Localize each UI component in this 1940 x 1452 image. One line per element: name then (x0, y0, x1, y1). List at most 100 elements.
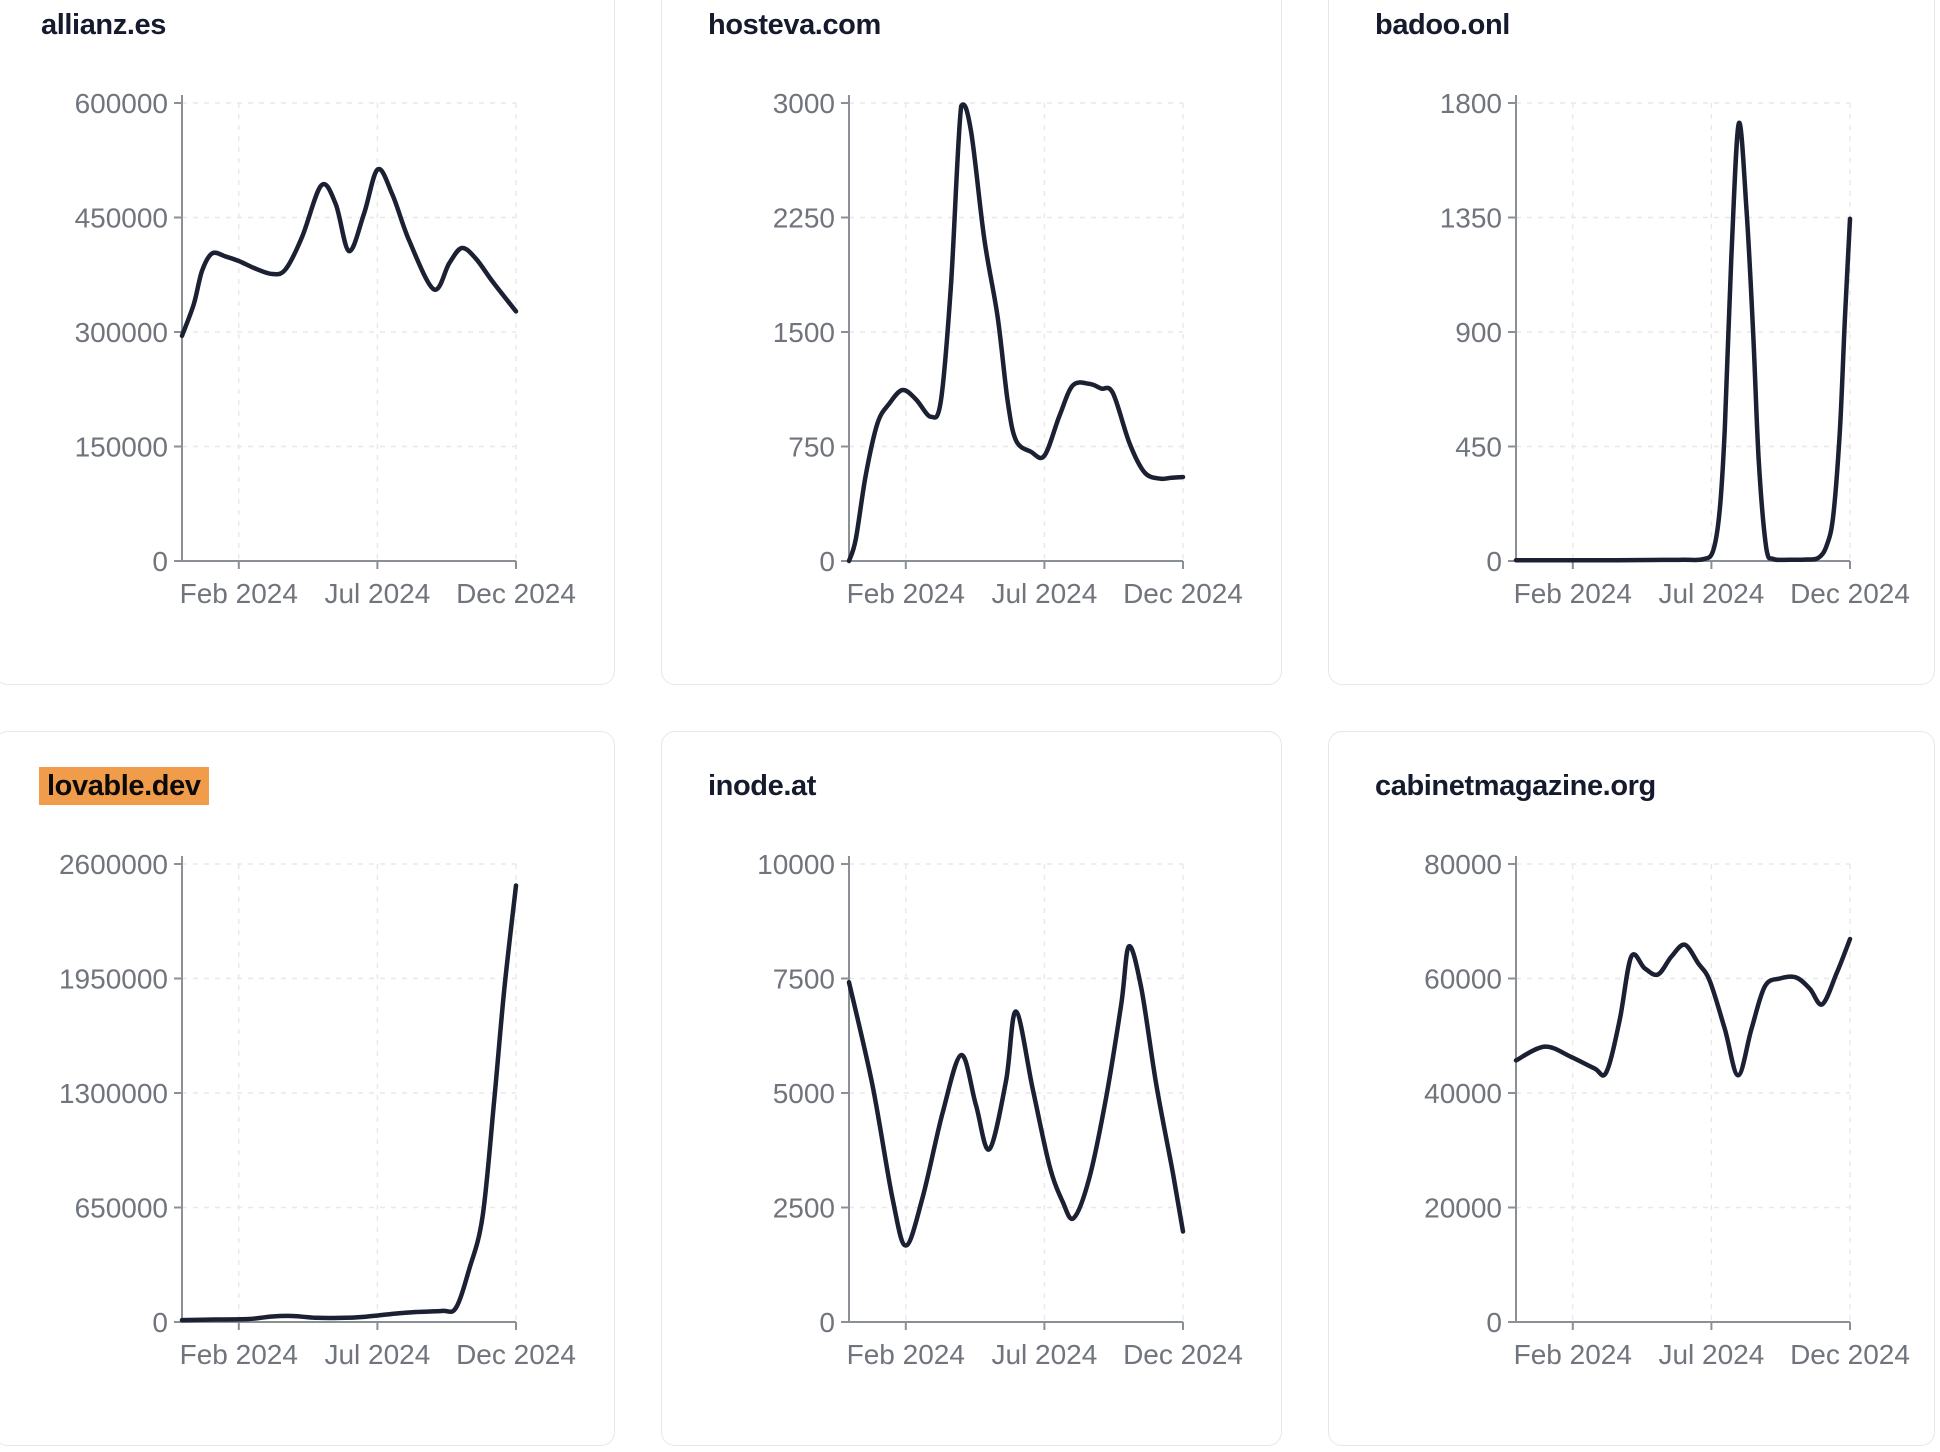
axes (174, 95, 517, 569)
y-tick-label: 40000 (1424, 1078, 1502, 1109)
y-tick-label: 1800 (1440, 88, 1502, 119)
y-tick-label: 0 (152, 1307, 168, 1338)
chart-title[interactable]: allianz.es (39, 9, 168, 42)
line-chart: 0 750 1500 2250 3000 Feb 2024 Jul 2024 Dec 2024 (773, 88, 1243, 609)
line-chart: 0 150000 300000 450000 600000 Feb 2024 Jul 202… (75, 88, 576, 609)
chart-card[interactable]: allianz.es 0 150000 300000 450000 600000 Feb … (0, 0, 615, 685)
chart-title-text: hosteva.com (708, 9, 881, 41)
x-tick-label: Feb 2024 (1514, 578, 1632, 609)
line-chart: 0 450 900 1350 1800 Feb 2024 Jul 2024 Dec 2024 (1440, 88, 1910, 609)
y-tick-label: 650000 (75, 1193, 168, 1224)
y-tick-label: 2600000 (59, 849, 168, 880)
chart-holder: 0 650000 1300000 1950000 2600000 Feb 2024 Jul … (0, 820, 614, 1420)
chart-card[interactable]: inode.at 0 2500 5000 7500 10000 Feb 2024 Jul 2… (661, 731, 1282, 1446)
y-tick-label: 5000 (773, 1078, 835, 1109)
chart-card[interactable]: hosteva.com 0 750 1500 2250 3000 Feb 2024 Jul … (661, 0, 1282, 685)
chart-title-text: inode.at (708, 770, 816, 802)
x-tick-label: Dec 2024 (1123, 1339, 1243, 1370)
y-tick-label: 2250 (773, 203, 835, 234)
y-tick-label: 80000 (1424, 849, 1502, 880)
chart-title[interactable]: cabinetmagazine.org (1373, 770, 1658, 803)
x-tick-label: Jul 2024 (1658, 578, 1764, 609)
chart-card[interactable]: cabinetmagazine.org 0 20000 40000 60000 8000… (1328, 731, 1935, 1446)
y-tick-label: 450 (1455, 432, 1502, 463)
series-line (846, 102, 1186, 564)
axes (1508, 856, 1851, 1330)
chart-holder: 0 20000 40000 60000 80000 Feb 2024 Jul 2024 Dec… (1329, 820, 1934, 1420)
y-tick-label: 7500 (773, 964, 835, 995)
gridlines (1516, 102, 1851, 561)
y-tick-label: 1300000 (59, 1078, 168, 1109)
chart-title-text: cabinetmagazine.org (1375, 770, 1656, 802)
chart-title[interactable]: inode.at (706, 770, 818, 803)
y-tick-label: 60000 (1424, 964, 1502, 995)
x-tick-label: Feb 2024 (847, 1339, 965, 1370)
y-tick-label: 10000 (757, 849, 835, 880)
y-tick-label: 0 (1486, 546, 1502, 577)
gridlines (1516, 863, 1851, 1322)
line-chart: 0 2500 5000 7500 10000 Feb 2024 Jul 2024 Dec 20… (757, 849, 1243, 1370)
chart-title-text: badoo.onl (1375, 9, 1510, 41)
y-tick-label: 0 (152, 546, 168, 577)
chart-holder: 0 750 1500 2250 3000 Feb 2024 Jul 2024 Dec 2024 (662, 59, 1281, 659)
chart-title-text: allianz.es (41, 9, 166, 41)
y-tick-label: 0 (1486, 1307, 1502, 1338)
series-line (179, 166, 519, 339)
axes (841, 856, 1184, 1330)
tick-labels: 0 450 900 1350 1800 Feb 2024 Jul 2024 Dec 2024 (1440, 88, 1910, 609)
tick-labels: 0 750 1500 2250 3000 Feb 2024 Jul 2024 Dec 2024 (773, 88, 1243, 609)
y-tick-label: 0 (819, 1307, 835, 1338)
gridlines (849, 863, 1184, 1322)
y-tick-label: 1950000 (59, 964, 168, 995)
x-tick-label: Jul 2024 (1658, 1339, 1764, 1370)
y-tick-label: 2500 (773, 1193, 835, 1224)
y-tick-label: 3000 (773, 88, 835, 119)
y-tick-label: 150000 (75, 432, 168, 463)
x-tick-label: Jul 2024 (324, 578, 430, 609)
y-tick-label: 0 (819, 546, 835, 577)
x-tick-label: Jul 2024 (991, 1339, 1097, 1370)
chart-holder: 0 150000 300000 450000 600000 Feb 2024 Jul 202… (0, 59, 614, 659)
line-chart: 0 20000 40000 60000 80000 Feb 2024 Jul 2024 Dec… (1424, 849, 1910, 1370)
y-tick-label: 300000 (75, 317, 168, 348)
x-tick-label: Feb 2024 (1514, 1339, 1632, 1370)
chart-holder: 0 2500 5000 7500 10000 Feb 2024 Jul 2024 Dec 20… (662, 820, 1281, 1420)
x-tick-label: Dec 2024 (456, 578, 576, 609)
y-tick-label: 20000 (1424, 1193, 1502, 1224)
tick-labels: 0 2500 5000 7500 10000 Feb 2024 Jul 2024 Dec 20… (757, 849, 1243, 1370)
series-line (1513, 120, 1853, 563)
tick-labels: 0 20000 40000 60000 80000 Feb 2024 Jul 2024 Dec… (1424, 849, 1910, 1370)
chart-title[interactable]: hosteva.com (706, 9, 883, 42)
x-tick-label: Dec 2024 (1790, 578, 1910, 609)
x-tick-label: Feb 2024 (180, 1339, 298, 1370)
chart-title[interactable]: badoo.onl (1373, 9, 1512, 42)
x-tick-label: Jul 2024 (991, 578, 1097, 609)
y-tick-label: 900 (1455, 317, 1502, 348)
axes (174, 856, 517, 1330)
gridlines (849, 102, 1184, 561)
y-tick-label: 600000 (75, 88, 168, 119)
chart-title-text: lovable.dev (39, 767, 209, 805)
tick-labels: 0 650000 1300000 1950000 2600000 Feb 2024 Jul … (59, 849, 576, 1370)
y-tick-label: 750 (788, 432, 835, 463)
y-tick-label: 1500 (773, 317, 835, 348)
x-tick-label: Feb 2024 (847, 578, 965, 609)
line-chart: 0 650000 1300000 1950000 2600000 Feb 2024 Jul … (59, 849, 576, 1370)
chart-card[interactable]: lovable.dev 0 650000 1300000 1950000 2600000… (0, 731, 615, 1446)
x-tick-label: Jul 2024 (324, 1339, 430, 1370)
x-tick-label: Dec 2024 (1123, 578, 1243, 609)
y-tick-label: 450000 (75, 203, 168, 234)
x-tick-label: Dec 2024 (1790, 1339, 1910, 1370)
chart-card[interactable]: badoo.onl 0 450 900 1350 1800 Feb 2024 Jul 202… (1328, 0, 1935, 685)
series-line (846, 944, 1186, 1248)
axes (841, 95, 1184, 569)
chart-title[interactable]: lovable.dev (39, 767, 209, 805)
x-tick-label: Feb 2024 (180, 578, 298, 609)
chart-holder: 0 450 900 1350 1800 Feb 2024 Jul 2024 Dec 2024 (1329, 59, 1934, 659)
series-line (179, 883, 519, 1323)
gridlines (182, 102, 517, 561)
y-tick-label: 1350 (1440, 203, 1502, 234)
x-tick-label: Dec 2024 (456, 1339, 576, 1370)
tick-labels: 0 150000 300000 450000 600000 Feb 2024 Jul 202… (75, 88, 576, 609)
